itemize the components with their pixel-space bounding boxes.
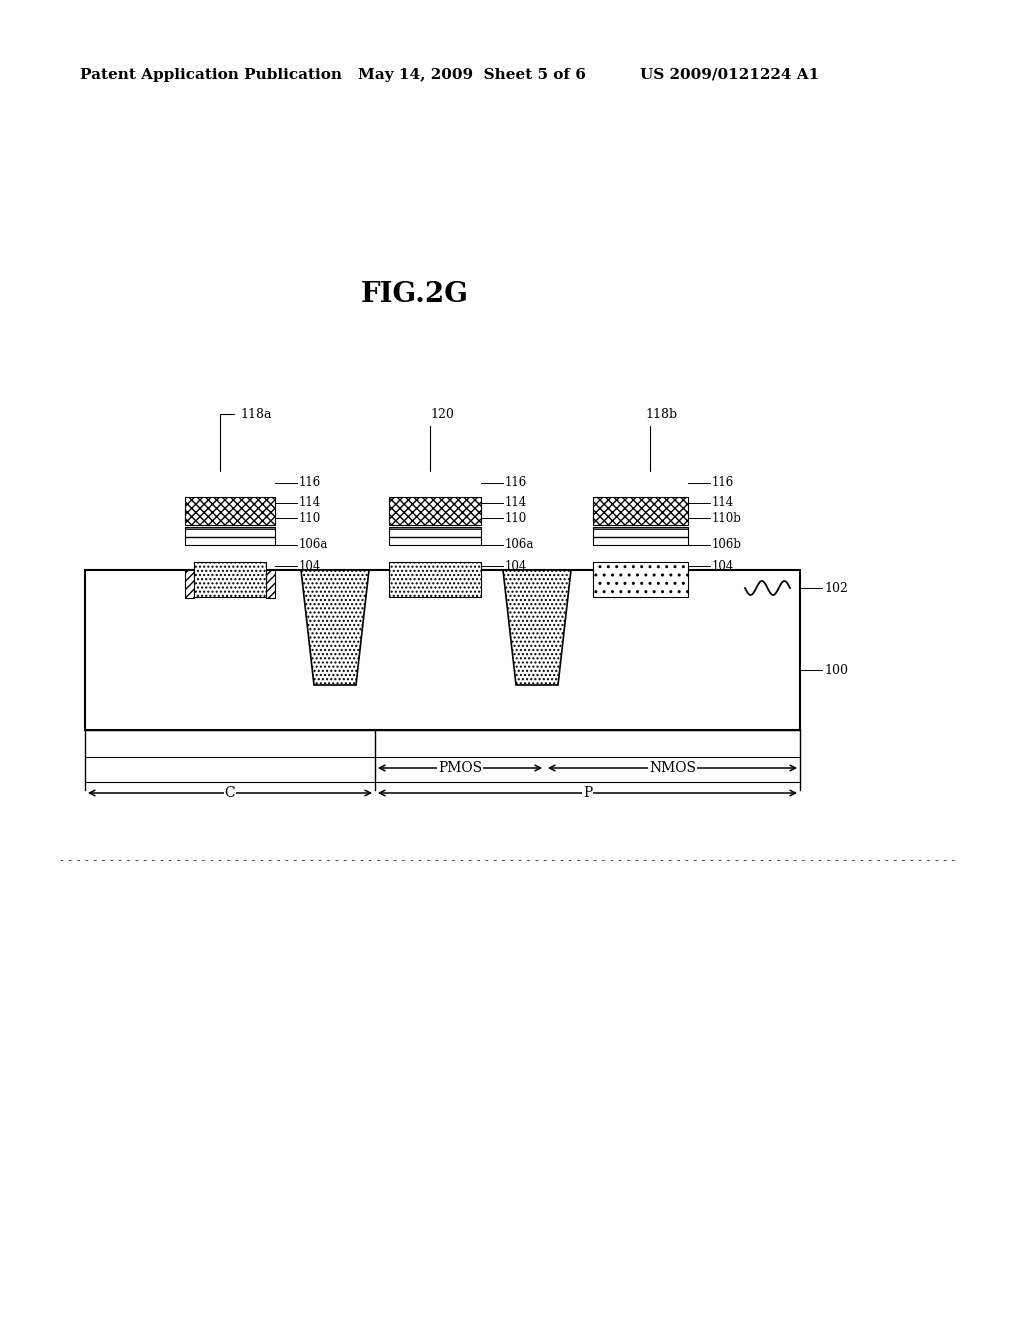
- Bar: [194, 562, 266, 597]
- Text: 110: 110: [299, 511, 322, 524]
- Text: PMOS: PMOS: [438, 762, 482, 775]
- Text: 116: 116: [712, 477, 734, 490]
- Text: 120: 120: [430, 408, 454, 471]
- Text: 114: 114: [299, 496, 322, 510]
- Bar: [389, 527, 481, 545]
- Bar: [194, 570, 266, 578]
- Text: 118a: 118a: [220, 408, 271, 471]
- Polygon shape: [266, 570, 275, 598]
- Text: 114: 114: [712, 496, 734, 510]
- Polygon shape: [301, 570, 369, 685]
- Bar: [389, 570, 481, 578]
- Text: 116: 116: [505, 477, 527, 490]
- Bar: [593, 527, 688, 545]
- Text: 104: 104: [299, 560, 322, 573]
- Text: US 2009/0121224 A1: US 2009/0121224 A1: [640, 69, 819, 82]
- Bar: [389, 510, 481, 521]
- Text: 116: 116: [299, 477, 322, 490]
- Bar: [389, 498, 481, 525]
- Text: 110b: 110b: [712, 511, 741, 524]
- Text: 102: 102: [824, 582, 848, 594]
- Text: P: P: [583, 785, 592, 800]
- Text: May 14, 2009  Sheet 5 of 6: May 14, 2009 Sheet 5 of 6: [358, 69, 586, 82]
- Bar: [593, 498, 688, 525]
- Bar: [593, 510, 688, 521]
- Polygon shape: [185, 570, 194, 598]
- Bar: [185, 498, 275, 525]
- Bar: [85, 570, 800, 730]
- Text: 104: 104: [505, 560, 527, 573]
- Text: 106b: 106b: [712, 539, 742, 550]
- Text: FIG.2G: FIG.2G: [361, 281, 469, 309]
- Text: 110: 110: [505, 511, 527, 524]
- Text: 100: 100: [824, 664, 848, 676]
- Bar: [593, 562, 688, 597]
- Bar: [389, 562, 481, 597]
- Text: 118b: 118b: [645, 408, 677, 471]
- Text: 106a: 106a: [299, 539, 329, 550]
- Text: 106a: 106a: [505, 539, 535, 550]
- Polygon shape: [503, 570, 571, 685]
- Text: C: C: [224, 785, 236, 800]
- Text: 114: 114: [505, 496, 527, 510]
- Bar: [185, 527, 275, 545]
- Text: Patent Application Publication: Patent Application Publication: [80, 69, 342, 82]
- Bar: [593, 570, 688, 578]
- Text: NMOS: NMOS: [649, 762, 696, 775]
- Bar: [185, 510, 275, 521]
- Text: 104: 104: [712, 560, 734, 573]
